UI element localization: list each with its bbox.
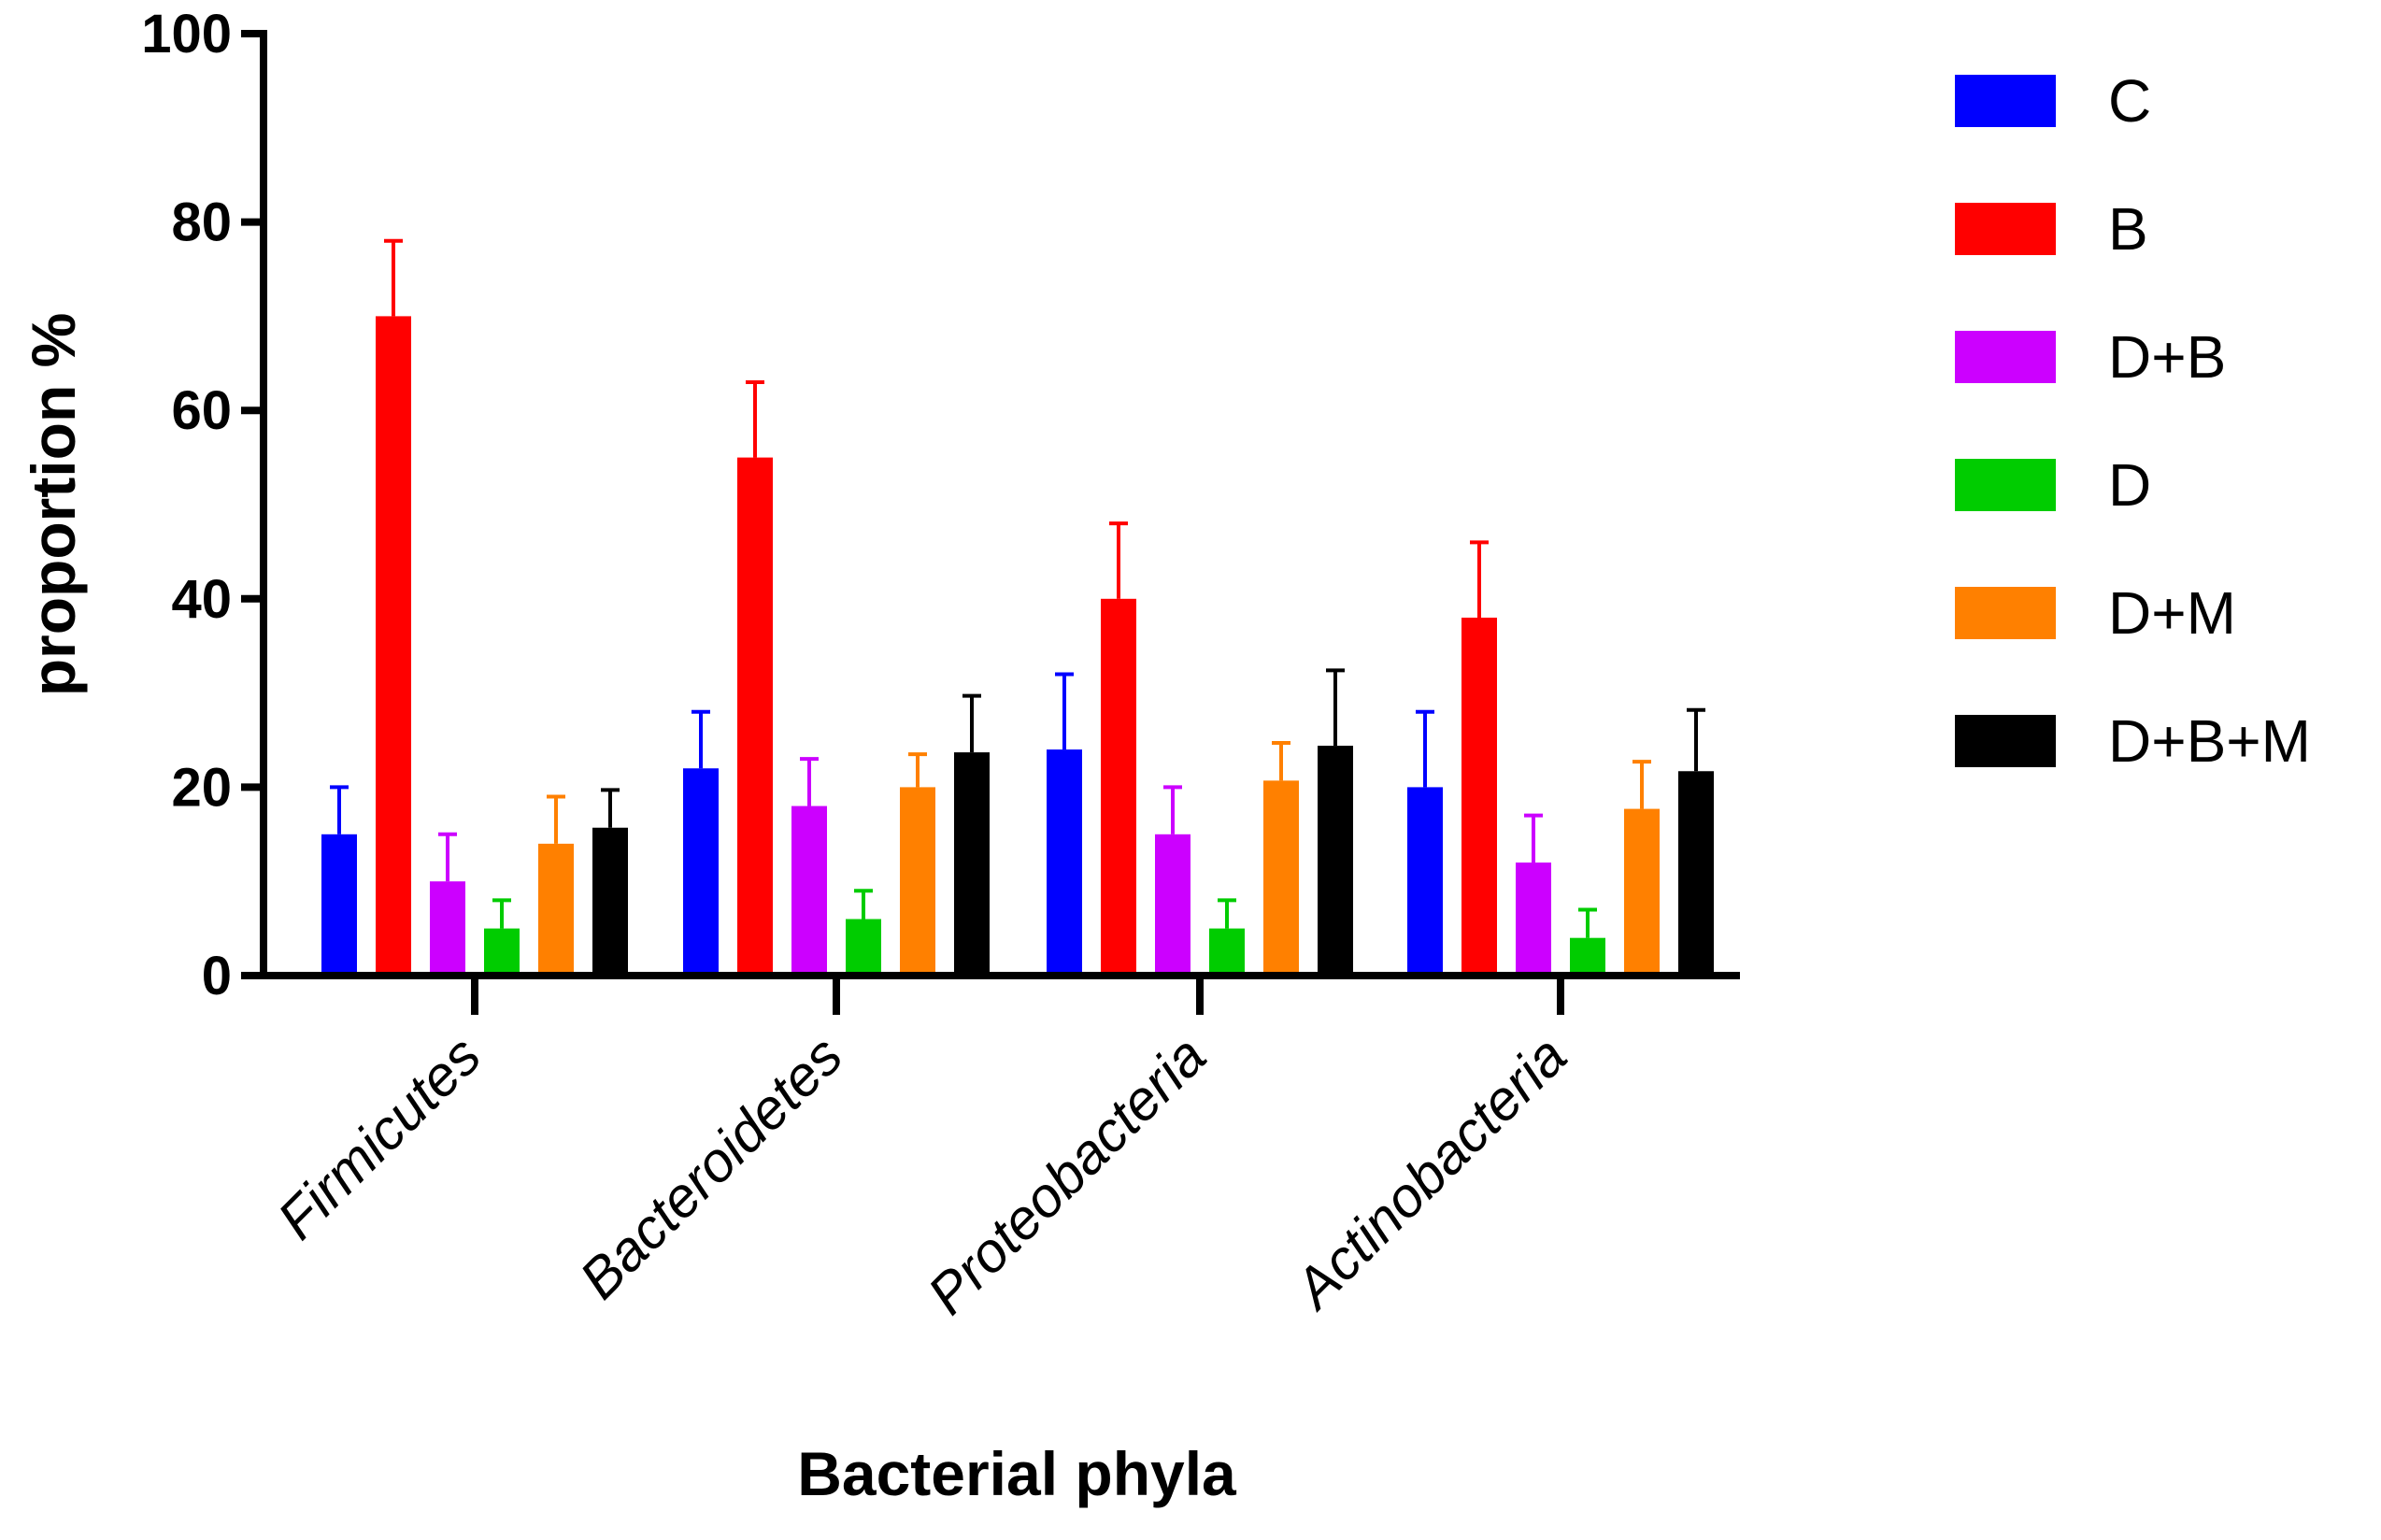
legend-label-c: C [2108, 67, 2151, 135]
legend-label-b: B [2108, 195, 2148, 263]
error-bars-layer [330, 238, 1705, 938]
bar-d-actinobacteria [1570, 937, 1605, 976]
legend-label-d-b: D+B [2108, 323, 2226, 391]
legend-swatch-b [1955, 203, 2056, 255]
bar-d-b-firmicutes [430, 881, 465, 976]
bar-b-actinobacteria [1461, 617, 1497, 976]
y-tick-label: 80 [171, 192, 232, 253]
bar-d-b-actinobacteria [1516, 863, 1551, 976]
y-tick-label: 20 [171, 757, 232, 818]
legend-label-d: D [2108, 451, 2151, 519]
legend-label-d-m: D+M [2108, 579, 2236, 647]
bar-d-b-m-actinobacteria [1678, 771, 1714, 976]
bar-d-proteobacteria [1209, 928, 1245, 976]
y-axis-title: proportion % [19, 313, 88, 697]
x-category-label-bacteroidetes: Bacteroidetes [567, 1024, 854, 1311]
y-tick-label: 40 [171, 569, 232, 630]
bar-d-m-firmicutes [538, 843, 574, 976]
bar-d-m-bacteroidetes [900, 787, 935, 976]
bar-b-firmicutes [376, 316, 411, 976]
x-axis-title: Bacterial phyla [797, 1439, 1237, 1508]
bar-c-firmicutes [321, 834, 357, 976]
y-tick-label: 100 [141, 4, 232, 64]
bars-layer [321, 316, 1714, 977]
x-category-label-proteobacteria: Proteobacteria [916, 1024, 1218, 1326]
bar-d-firmicutes [484, 928, 520, 976]
legend-swatch-d [1955, 459, 2056, 511]
bar-c-bacteroidetes [683, 768, 719, 976]
y-tick-label: 60 [171, 380, 232, 441]
y-tick-label: 0 [202, 946, 232, 1006]
bar-c-actinobacteria [1407, 787, 1443, 976]
x-ticks: Firmicutes Bacteroidetes Proteobacteria Act… [265, 976, 1578, 1326]
bar-d-bacteroidetes [846, 919, 881, 976]
legend-swatch-d-m [1955, 587, 2056, 639]
bar-d-m-actinobacteria [1624, 808, 1660, 976]
legend-swatch-d-b [1955, 331, 2056, 383]
bar-d-b-proteobacteria [1155, 834, 1190, 976]
x-category-label-firmicutes: Firmicutes [265, 1024, 492, 1251]
bar-d-b-m-bacteroidetes [954, 752, 990, 976]
bar-d-b-m-firmicutes [592, 827, 628, 976]
x-category-label-actinobacteria: Actinobacteria [1281, 1024, 1578, 1321]
bar-d-b-m-proteobacteria [1318, 746, 1353, 976]
bar-b-bacteroidetes [737, 457, 773, 977]
legend-label-d-b-m: D+B+M [2108, 707, 2311, 775]
legend-swatch-d-b-m [1955, 715, 2056, 767]
legend-swatch-c [1955, 75, 2056, 127]
bar-d-b-bacteroidetes [791, 806, 827, 976]
bar-b-proteobacteria [1101, 598, 1136, 976]
y-ticks: 0 20 40 60 80 100 [141, 4, 264, 1006]
bar-d-m-proteobacteria [1263, 780, 1299, 976]
bar-c-proteobacteria [1047, 749, 1082, 976]
legend: CB D+B D D+M D+B+M [1955, 67, 2311, 775]
axes-layer [260, 30, 1740, 979]
